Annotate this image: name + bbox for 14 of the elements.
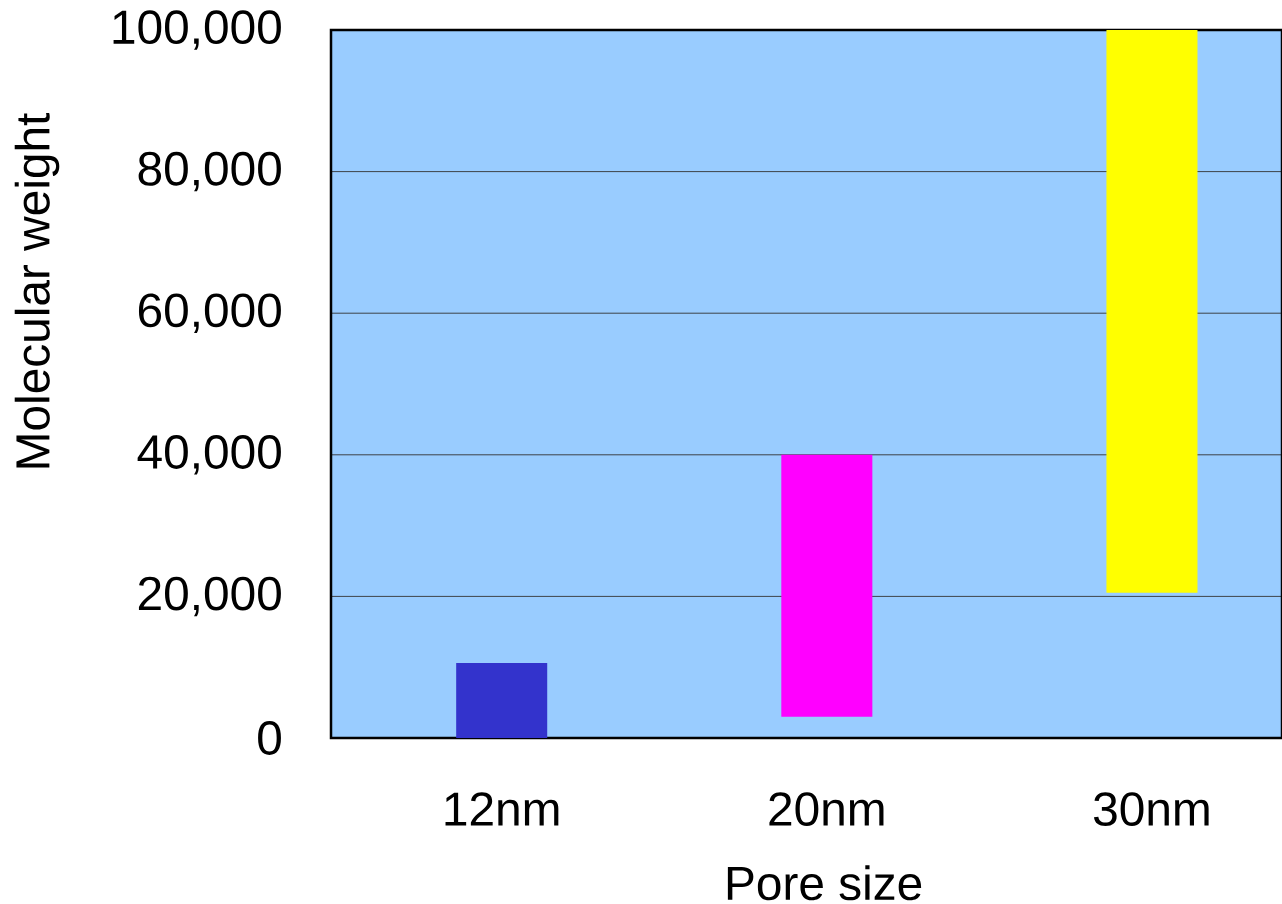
x-tick-label: 12nm <box>445 792 559 826</box>
x-axis-title: Pore size <box>727 865 922 901</box>
bar <box>456 662 548 738</box>
y-tick-label: 0 <box>258 721 281 755</box>
y-tick-label: 40,000 <box>137 435 281 475</box>
y-tick-label: 60,000 <box>138 293 281 333</box>
y-tick-label: 20,000 <box>138 576 281 617</box>
x-tick-label: 20nm <box>769 792 884 827</box>
y-tick-label: 100,000 <box>113 10 281 50</box>
x-tick-label: 30nm <box>1093 792 1209 827</box>
bar <box>1106 29 1198 593</box>
bar <box>781 454 873 717</box>
y-axis-title: Molecular weight <box>14 113 60 468</box>
y-tick-label: 80,000 <box>138 151 281 192</box>
